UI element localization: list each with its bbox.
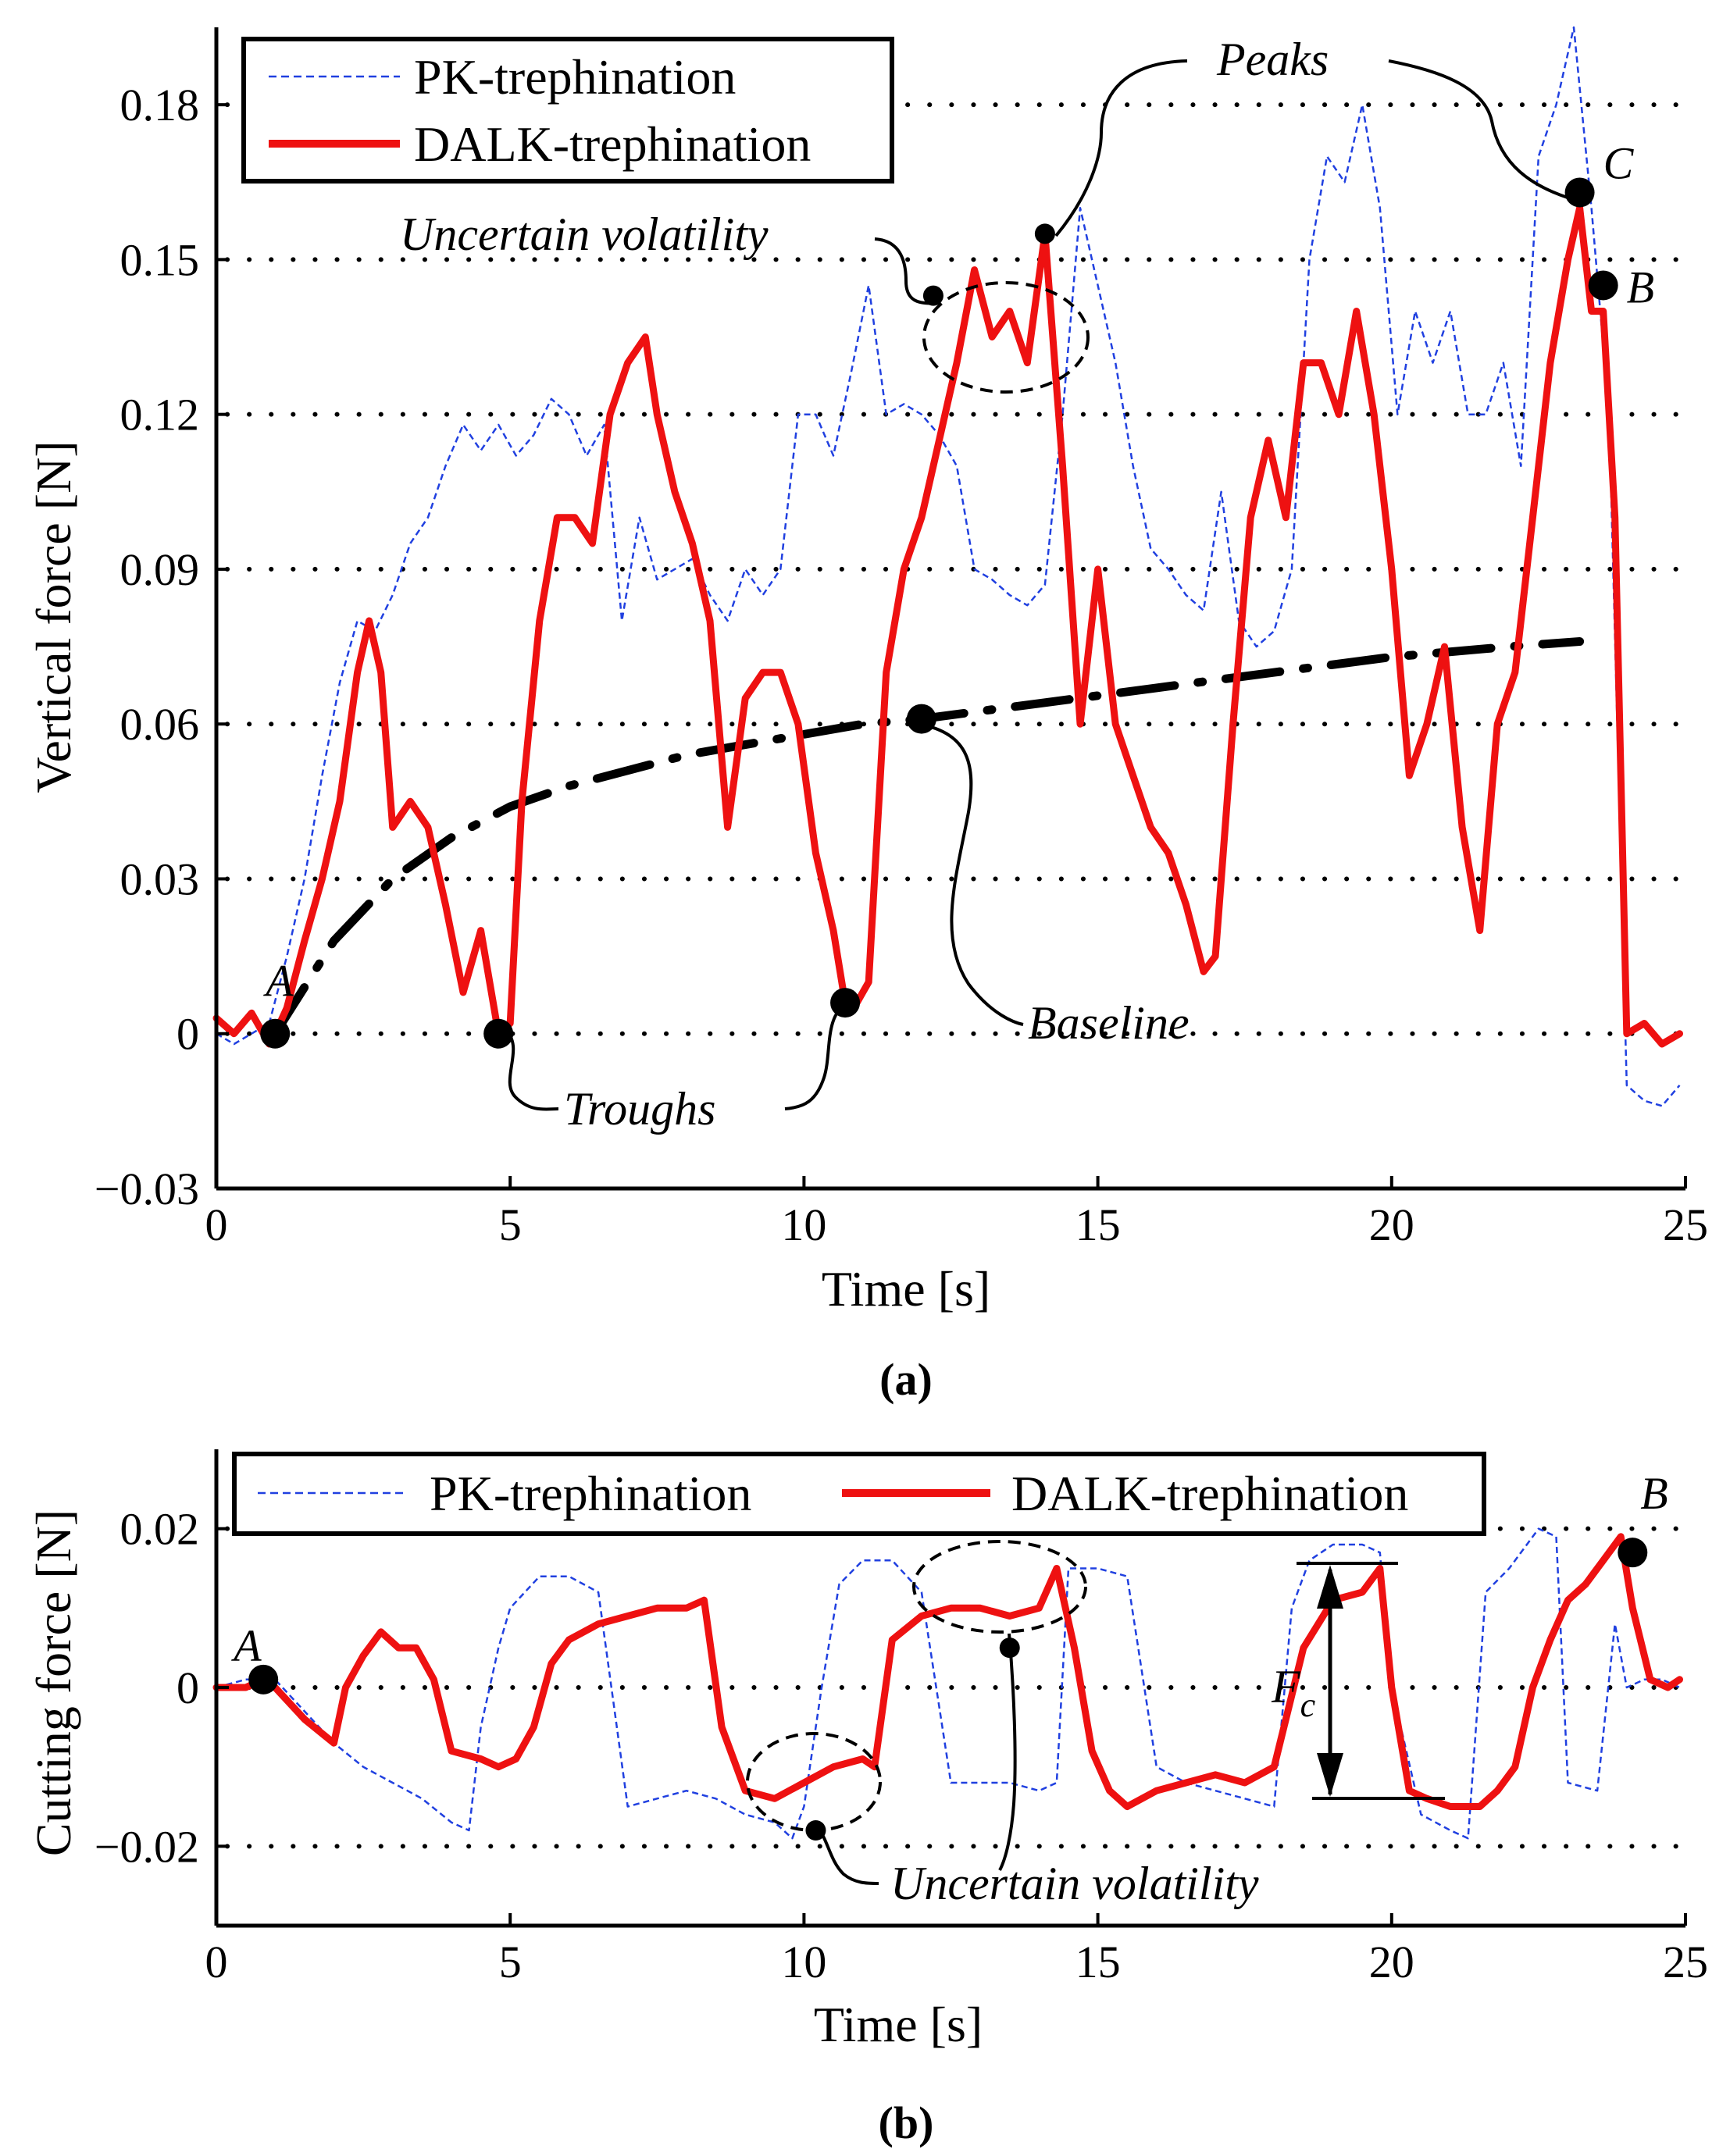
- fc-arrow-head-top: [1317, 1565, 1343, 1609]
- point-label-a: A: [262, 956, 294, 1007]
- series-dalk-line: [212, 204, 1683, 1048]
- marker-point: [805, 1820, 826, 1841]
- x-axis-label: Time [s]: [814, 1997, 983, 2052]
- marker-point: [830, 988, 861, 1018]
- legend-label-dalk: DALK-trephination: [1011, 1466, 1408, 1521]
- marker-points: A C B: [260, 137, 1654, 1049]
- panel-label-b: (b): [879, 2097, 934, 2148]
- point-label-a: A: [230, 1620, 262, 1671]
- troughs-leader-right: [784, 1002, 849, 1110]
- series-dalk-line: [212, 1533, 1683, 1810]
- grid-lines: [225, 1526, 1688, 1849]
- x-tick-label: 15: [1075, 1937, 1121, 1987]
- marker-point: [906, 704, 936, 734]
- annotation-peaks: Peaks: [1216, 34, 1329, 85]
- x-tick-label: 25: [1663, 1937, 1708, 1987]
- volatility-leader-a: [874, 237, 938, 305]
- y-tick-label: 0: [177, 1662, 199, 1713]
- baseline-line: [270, 637, 1585, 1039]
- peaks-leader-right: [1388, 59, 1578, 202]
- marker-point: [248, 1664, 279, 1695]
- series-pk-line: [216, 1527, 1681, 1840]
- fc-label-main: F: [1271, 1661, 1301, 1712]
- marker-point: [922, 285, 943, 306]
- panel-label-a: (a): [879, 1354, 933, 1405]
- annotation-baseline: Baseline: [1028, 997, 1190, 1049]
- y-axis-label: Cutting force [N]: [26, 1509, 81, 1856]
- x-tick-label: 0: [205, 1199, 228, 1250]
- troughs-leader-left: [506, 1031, 559, 1111]
- x-tick-label: 20: [1369, 1199, 1414, 1250]
- y-tick-label: 0.09: [120, 544, 200, 595]
- baseline-leader: [921, 723, 1024, 1026]
- peaks-leader-left: [1054, 59, 1188, 237]
- marker-point: [1618, 1538, 1648, 1568]
- marker-point: [260, 1018, 291, 1049]
- x-tick-label: 5: [499, 1199, 522, 1250]
- series-group: [212, 26, 1683, 1107]
- tick-labels: −0.02 0 0.02 0 5 10 15 20 25: [95, 1504, 1708, 1987]
- legend: PK-trephination DALK-trephination: [232, 1452, 1486, 1536]
- fc-label-sub: c: [1300, 1686, 1316, 1724]
- x-axis-label: Time [s]: [822, 1261, 990, 1317]
- marker-point: [1564, 177, 1595, 208]
- y-tick-label: 0.02: [120, 1504, 200, 1555]
- x-tick-label: 10: [781, 1199, 826, 1250]
- legend-box: [241, 37, 894, 184]
- point-label-b: B: [1627, 262, 1654, 312]
- marker-point: [1588, 270, 1618, 301]
- point-label-c: C: [1603, 137, 1635, 188]
- y-tick-label: 0.18: [120, 80, 200, 130]
- volatility-ellipse-a: [922, 281, 1090, 394]
- legend-label-pk: PK-trephination: [430, 1466, 751, 1521]
- y-tick-label: 0.03: [120, 853, 200, 904]
- annotations: [746, 1540, 1445, 1885]
- x-tick-label: 15: [1075, 1199, 1121, 1250]
- y-tick-label: 0: [177, 1009, 199, 1060]
- y-tick-label: −0.02: [95, 1821, 199, 1872]
- marker-point: [1034, 223, 1055, 244]
- annotation-troughs: Troughs: [564, 1083, 716, 1135]
- annotations: [506, 59, 1578, 1111]
- y-tick-label: 0.06: [120, 699, 200, 750]
- legend-label-pk: PK-trephination: [414, 49, 736, 105]
- x-tick-label: 10: [781, 1937, 826, 1987]
- legend: PK-trephination DALK-trephination: [241, 37, 894, 184]
- fc-label: Fc: [1271, 1661, 1316, 1724]
- y-tick-label: 0.12: [120, 390, 200, 440]
- volatility-leader-b2: [998, 1633, 1017, 1871]
- marker-point: [999, 1637, 1020, 1659]
- y-tick-label: −0.03: [95, 1164, 199, 1214]
- x-tick-label: 0: [205, 1937, 228, 1987]
- volatility-ellipse-b1: [746, 1732, 882, 1832]
- series-pk-line: [216, 26, 1681, 1107]
- y-axis-label: Vertical force [N]: [26, 440, 81, 793]
- marker-point: [483, 1018, 514, 1049]
- x-tick-label: 25: [1663, 1199, 1708, 1250]
- annotation-volatility-b: Uncertain volatility: [890, 1858, 1259, 1909]
- panel-b: −0.02 0 0.02 0 5 10 15 20 25 Time [s] Cutting fo…: [26, 1449, 1708, 2148]
- marker-points: AB: [230, 1468, 1668, 1841]
- annotation-volatility-a: Uncertain volatility: [400, 208, 769, 260]
- legend-label-dalk: DALK-trephination: [414, 116, 811, 172]
- x-tick-label: 5: [499, 1937, 522, 1987]
- y-tick-label: 0.15: [120, 234, 200, 285]
- series-group: [212, 1527, 1683, 1840]
- fc-arrow-head-bottom: [1317, 1753, 1343, 1797]
- baseline-curve: [270, 637, 1585, 1039]
- x-tick-label: 20: [1369, 1937, 1414, 1987]
- volatility-ellipse-b2: [912, 1540, 1087, 1634]
- point-label-b: B: [1640, 1468, 1668, 1519]
